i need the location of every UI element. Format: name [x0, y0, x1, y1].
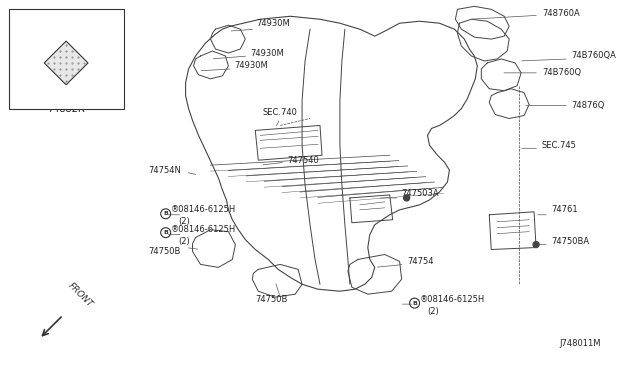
Text: ®08146-6125H: ®08146-6125H [171, 205, 236, 214]
Text: (2): (2) [179, 237, 190, 246]
Text: 74876Q: 74876Q [571, 101, 604, 110]
Text: 74750BA: 74750BA [551, 237, 589, 246]
Text: 74750B: 74750B [148, 247, 181, 256]
Text: 74754: 74754 [408, 257, 434, 266]
Circle shape [533, 241, 539, 247]
Text: 74882R: 74882R [47, 104, 85, 113]
Text: B: B [412, 301, 417, 306]
Text: ®08146-6125H: ®08146-6125H [171, 225, 236, 234]
Text: B: B [163, 230, 168, 235]
Text: 74B760QA: 74B760QA [571, 51, 616, 61]
Text: (2): (2) [179, 217, 190, 226]
Text: 74750B: 74750B [255, 295, 287, 304]
Circle shape [404, 195, 410, 201]
Text: FRONT: FRONT [66, 281, 94, 309]
Text: INSULATOR FUSIBLE: INSULATOR FUSIBLE [15, 21, 100, 30]
Text: ®08146-6125H: ®08146-6125H [420, 295, 485, 304]
Text: J748011M: J748011M [559, 339, 600, 348]
Text: 74761: 74761 [551, 205, 578, 214]
Text: 747503A: 747503A [402, 189, 439, 198]
Text: SEC.740: SEC.740 [262, 108, 297, 117]
Text: 74B760Q: 74B760Q [542, 68, 581, 77]
Text: B: B [163, 211, 168, 216]
Text: (2): (2) [428, 307, 439, 315]
Text: 747540: 747540 [287, 156, 319, 165]
Text: 748760A: 748760A [542, 9, 580, 18]
Text: 74754N: 74754N [148, 166, 182, 174]
Text: 74930M: 74930M [256, 19, 290, 28]
Text: 74930M: 74930M [250, 48, 284, 58]
Bar [10, 9, 124, 109]
Polygon shape [44, 41, 88, 85]
Text: SEC.745: SEC.745 [541, 141, 576, 150]
Text: 74930M: 74930M [234, 61, 268, 70]
